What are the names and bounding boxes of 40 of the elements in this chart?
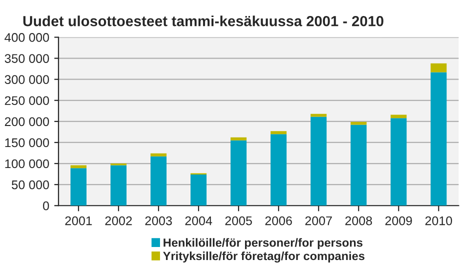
bar <box>270 131 287 134</box>
bar <box>70 168 87 206</box>
x-tick-label: 2006 <box>265 216 292 226</box>
y-tick-label: 300 000 <box>4 75 49 84</box>
x-tick-label: 2001 <box>65 216 92 226</box>
x-tick-label: 2007 <box>305 216 332 226</box>
bar <box>430 72 447 206</box>
chart-title: Uudet ulosottoesteet tammi-kesäkuussa 2001 - 2010 <box>23 16 384 26</box>
bar <box>270 134 287 206</box>
bar <box>150 153 167 156</box>
bar <box>390 114 407 118</box>
bar <box>230 140 247 206</box>
y-tick-label: 50 000 <box>12 180 49 190</box>
bar <box>310 116 327 206</box>
x-tick-label: 2008 <box>345 216 372 226</box>
x-tick-label: 2002 <box>105 216 132 226</box>
x-tick-label: 2005 <box>225 216 252 226</box>
y-tick-label: 350 000 <box>4 54 49 63</box>
bar <box>190 174 207 206</box>
bar <box>350 124 367 206</box>
bar <box>310 114 327 117</box>
bar <box>70 165 87 168</box>
y-tick-label: 400 000 <box>4 33 49 42</box>
y-tick-label: 100 000 <box>5 159 49 168</box>
bar <box>230 137 247 140</box>
x-tick-label: 2010 <box>425 216 452 226</box>
bar <box>110 165 127 206</box>
y-tick-label: 200 000 <box>4 117 49 126</box>
y-tick-label: 250 000 <box>4 96 49 106</box>
legend-label: Henkilöille/för personer/for persons <box>164 238 362 250</box>
bar <box>150 156 167 206</box>
y-tick-label: 150 000 <box>5 138 49 148</box>
y-tick-label: 0 <box>43 201 49 210</box>
x-tick-label: 2009 <box>385 216 412 226</box>
bar <box>430 63 447 72</box>
x-tick-label: 2003 <box>145 216 172 226</box>
bar <box>350 122 367 125</box>
x-tick-label: 2004 <box>185 216 212 226</box>
legend-label: Yrityksille/för företag/for companies <box>163 252 364 263</box>
bar <box>390 118 407 206</box>
